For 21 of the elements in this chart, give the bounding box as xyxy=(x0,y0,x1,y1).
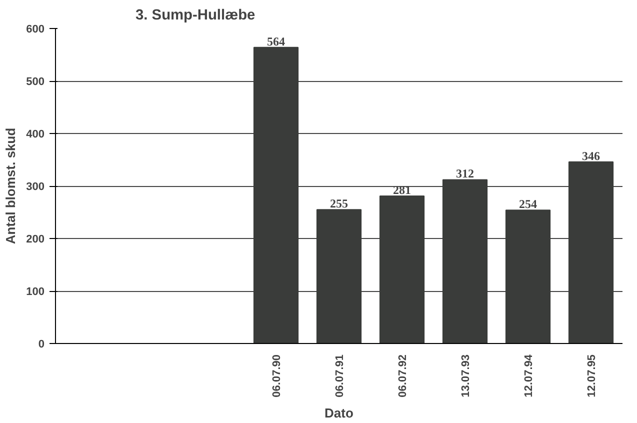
data-label: 564 xyxy=(267,34,285,48)
y-tick-label: 300 xyxy=(26,181,45,193)
y-tick-label: 200 xyxy=(26,234,45,246)
x-tick-label: 06.07.90 xyxy=(271,354,283,398)
y-tick-label: 100 xyxy=(26,286,45,298)
x-tick-label: 06.07.92 xyxy=(397,354,409,398)
y-tick-label: 500 xyxy=(26,76,45,88)
x-axis-title: Dato xyxy=(324,405,354,420)
x-tick-label: 12.07.95 xyxy=(586,354,598,398)
x-tick-label: 06.07.91 xyxy=(334,354,346,398)
x-tick-label: 13.07.93 xyxy=(460,354,472,398)
y-tick-label: 600 xyxy=(26,24,45,36)
data-label: 346 xyxy=(582,148,600,163)
data-label: 312 xyxy=(456,166,474,181)
y-tick-label: 400 xyxy=(26,128,45,140)
y-axis-title: Antal blomst. skud xyxy=(3,128,18,244)
data-label: 254 xyxy=(519,197,537,212)
chart-title: 3. Sump-Hullæbe xyxy=(136,8,256,24)
x-tick-label: 12.07.94 xyxy=(523,354,535,398)
data-label: 255 xyxy=(330,196,348,211)
y-tick-label: 0 xyxy=(38,338,45,350)
